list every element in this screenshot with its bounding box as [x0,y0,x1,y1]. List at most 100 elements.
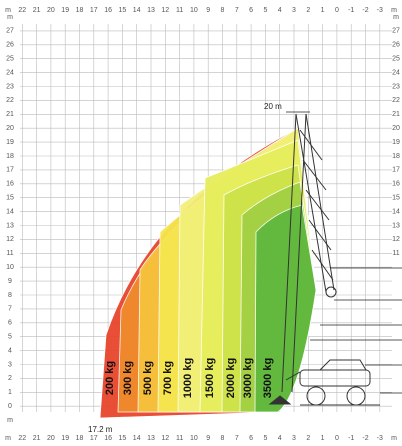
x-label-top: 3 [292,7,296,14]
x-label-bottom: 19 [61,435,69,442]
x-label-bottom: 9 [206,435,210,442]
x-label-top: -2 [362,7,368,14]
x-label-top: 5 [263,7,267,14]
x-label-bottom: 8 [221,435,225,442]
y-label-right: m [393,14,399,21]
x-label-bottom: -2 [362,435,368,442]
y-label-right: 18 [392,153,400,160]
y-label-right: 14 [392,208,400,215]
x-label-top: 19 [61,7,69,14]
y-label: m [7,14,13,21]
y-label: 5 [8,334,12,341]
y-label: 16 [6,181,14,188]
x-label-top: 13 [147,7,155,14]
y-label-right: 11 [392,250,399,257]
y-label: 20 [6,125,14,132]
y-label-right: 13 [392,222,400,229]
x-label-bottom: 14 [133,435,141,442]
y-label: 4 [8,347,12,354]
x-label-top: 11 [176,7,183,14]
y-label-right: 25 [392,56,400,63]
y-label: 22 [6,97,14,104]
x-label-top: 2 [306,7,310,14]
x-label-bottom: -3 [377,435,383,442]
leader-lines [286,111,402,394]
x-label-top: 7 [235,7,239,14]
x-label-bottom: 7 [235,435,239,442]
y-label: 27 [6,28,14,35]
y-label-right: 22 [392,97,400,104]
y-label: 9 [8,278,12,285]
y-label: 17 [6,167,14,174]
x-label-bottom: 3 [292,435,296,442]
x-label-top: 15 [119,7,127,14]
x-label-bottom: 0 [335,435,339,442]
x-label-bottom: -1 [348,435,354,442]
y-label: 12 [6,236,14,243]
x-label-top: -3 [377,7,383,14]
machine [268,113,380,406]
y-label: 21 [6,111,14,118]
zone-label: 2000 kg [225,358,237,398]
x-label-top: -1 [348,7,354,14]
y-label: 11 [6,250,13,257]
y-label: 23 [6,83,14,90]
y-label: 7 [8,306,12,313]
x-label-top: 20 [47,7,55,14]
x-label-bottom: 20 [47,435,55,442]
y-label: 19 [6,139,14,146]
y-label: 2 [8,375,12,382]
x-label-top: 17 [90,7,98,14]
x-label-top: 22 [18,7,26,14]
y-label: 24 [6,69,14,76]
y-label-right: 20 [392,125,400,132]
y-label-right: 24 [392,69,400,76]
x-label-bottom: 11 [176,435,183,442]
x-label-top: 1 [321,7,325,14]
y-label-right: 27 [392,28,400,35]
max-height: 20 m [264,102,282,111]
x-label-bottom: 5 [263,435,267,442]
zone-label: 3500 kg [262,358,274,398]
y-label: 18 [6,153,14,160]
y-label-right: 15 [392,195,400,202]
x-label-bottom: 2 [306,435,310,442]
x-label-bottom: 1 [321,435,325,442]
x-label-top: 9 [206,7,210,14]
y-label: 3 [8,361,12,368]
y-label-right: 12 [392,236,400,243]
x-label-bottom: m [5,435,11,442]
x-label-top: 14 [133,7,141,14]
y-label: 6 [8,320,12,327]
zone-label: 1500 kg [204,358,216,398]
y-label-right: 16 [392,181,400,188]
x-label-top: 6 [249,7,253,14]
y-label: 15 [6,195,14,202]
y-label-right: 26 [392,42,400,49]
zone-label: 3000 kg [242,358,254,398]
x-label-bottom: 13 [147,435,155,442]
x-label-top: 4 [278,7,282,14]
load-zones: 200 kg 300 kg 500 kg 700 kg 1000 kg 1500 kg 20… [99,127,317,419]
zone-label: 500 kg [142,361,154,395]
x-label-bottom: m [391,435,397,442]
x-label-top: m [391,7,397,14]
zone-label: 1000 kg [182,358,194,398]
x-label-top: 10 [190,7,198,14]
x-label-top: 18 [76,7,84,14]
y-label-right: 21 [392,111,400,118]
y-label: 14 [6,208,14,215]
max-reach: 17.2 m [88,425,113,434]
x-label-top: m [5,7,11,14]
x-label-bottom: 4 [278,435,282,442]
x-label-bottom: 10 [190,435,198,442]
x-label-top: 12 [161,7,169,14]
x-label-bottom: 18 [76,435,84,442]
x-label-bottom: 21 [33,435,41,442]
x-label-top: 8 [221,7,225,14]
y-label: 26 [6,42,14,49]
x-label-top: 21 [33,7,41,14]
x-label-bottom: 15 [119,435,127,442]
y-label: 10 [6,264,14,271]
